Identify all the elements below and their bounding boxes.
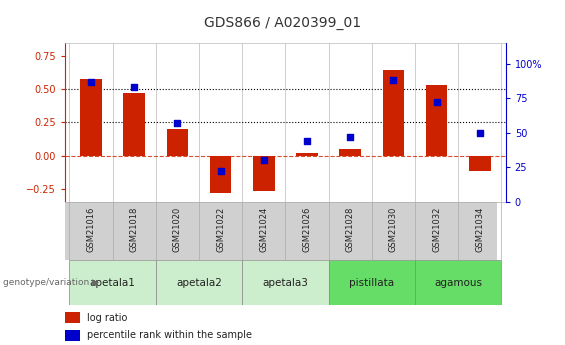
Bar — [80, 79, 102, 156]
Bar — [69, 260, 156, 305]
Text: GSM21030: GSM21030 — [389, 207, 398, 252]
Text: apetala3: apetala3 — [262, 278, 308, 288]
Text: log ratio: log ratio — [87, 313, 127, 323]
Text: genotype/variation ▶: genotype/variation ▶ — [3, 278, 99, 287]
Point — [475, 130, 484, 136]
Bar — [415, 260, 501, 305]
Point — [389, 78, 398, 83]
Text: apetala2: apetala2 — [176, 278, 222, 288]
Text: GSM21028: GSM21028 — [346, 207, 355, 252]
Point — [86, 79, 95, 85]
Bar — [156, 260, 242, 305]
Text: percentile rank within the sample: percentile rank within the sample — [87, 331, 252, 341]
Text: apetala1: apetala1 — [90, 278, 136, 288]
Point — [346, 134, 355, 140]
Bar — [253, 156, 275, 191]
Text: GDS866 / A020399_01: GDS866 / A020399_01 — [204, 16, 361, 30]
Point — [129, 85, 138, 90]
Bar — [469, 156, 490, 171]
Text: agamous: agamous — [434, 278, 482, 288]
Text: GSM21020: GSM21020 — [173, 207, 182, 252]
Point — [173, 120, 182, 126]
Point — [259, 158, 268, 163]
Text: GSM21026: GSM21026 — [302, 207, 311, 252]
Bar — [65, 312, 80, 323]
Text: pistillata: pistillata — [349, 278, 394, 288]
Text: GSM21018: GSM21018 — [129, 207, 138, 252]
Bar — [340, 149, 361, 156]
Bar — [167, 129, 188, 156]
Bar — [328, 260, 415, 305]
Text: GSM21022: GSM21022 — [216, 207, 225, 252]
Point — [432, 100, 441, 105]
Bar — [65, 330, 80, 341]
Text: GSM21016: GSM21016 — [86, 207, 95, 252]
Text: GSM21024: GSM21024 — [259, 207, 268, 252]
Bar — [426, 86, 447, 156]
Point — [302, 138, 311, 144]
Text: GSM21032: GSM21032 — [432, 207, 441, 252]
Bar — [210, 156, 231, 193]
Point — [216, 169, 225, 174]
Bar — [296, 153, 318, 156]
Bar — [242, 260, 328, 305]
Bar — [383, 70, 404, 156]
Bar — [123, 93, 145, 156]
Text: GSM21034: GSM21034 — [475, 207, 484, 252]
